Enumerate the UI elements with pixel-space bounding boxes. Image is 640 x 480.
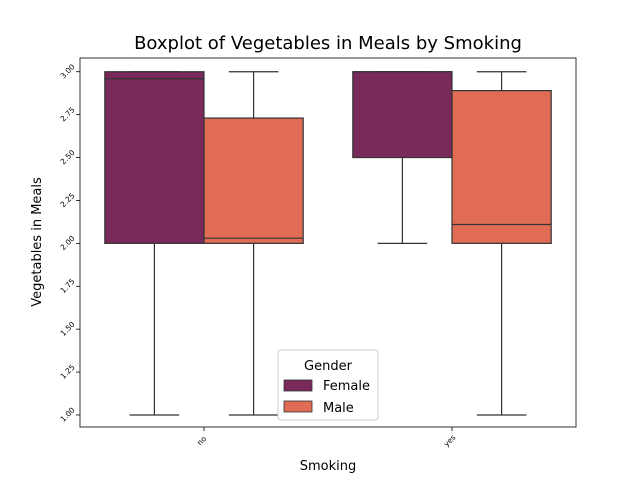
y-tick-label: 3.00 bbox=[59, 62, 77, 80]
legend-swatch-male bbox=[283, 400, 313, 413]
x-axis: no yes bbox=[195, 427, 457, 448]
y-tick-label: 1.00 bbox=[59, 405, 77, 423]
box-female-no bbox=[104, 71, 205, 416]
y-tick-label: 2.00 bbox=[59, 234, 77, 252]
y-tick-label: 1.50 bbox=[59, 320, 77, 338]
y-tick-label: 2.75 bbox=[59, 105, 77, 123]
box-iqr bbox=[352, 71, 453, 159]
x-axis-label: Smoking bbox=[300, 459, 357, 474]
plot-area bbox=[104, 71, 552, 416]
y-tick-label: 1.75 bbox=[59, 277, 77, 295]
box-iqr bbox=[451, 90, 552, 244]
y-tick-label: 2.25 bbox=[59, 191, 77, 209]
x-tick-label: yes bbox=[442, 433, 458, 449]
chart-title: Boxplot of Vegetables in Meals by Smokin… bbox=[134, 33, 522, 54]
box-female-yes bbox=[352, 71, 453, 244]
box-iqr bbox=[104, 71, 205, 244]
y-axis: 1.00 1.25 1.50 1.75 2.00 2.25 2.50 2.75 3.00 bbox=[59, 62, 80, 424]
legend-label-female: Female bbox=[323, 379, 370, 394]
legend-title: Gender bbox=[304, 359, 353, 374]
box-male-no bbox=[203, 71, 304, 416]
x-tick-label: no bbox=[195, 434, 208, 447]
box-male-yes bbox=[451, 71, 552, 416]
box-iqr bbox=[203, 117, 304, 244]
y-axis-label: Vegetables in Meals bbox=[30, 177, 45, 307]
legend-swatch-female bbox=[283, 379, 313, 392]
y-tick-label: 2.50 bbox=[59, 148, 77, 166]
legend: Gender Female Male bbox=[277, 349, 379, 421]
y-tick-label: 1.25 bbox=[59, 362, 77, 380]
plot-frame bbox=[79, 57, 577, 428]
legend-label-male: Male bbox=[323, 401, 354, 416]
